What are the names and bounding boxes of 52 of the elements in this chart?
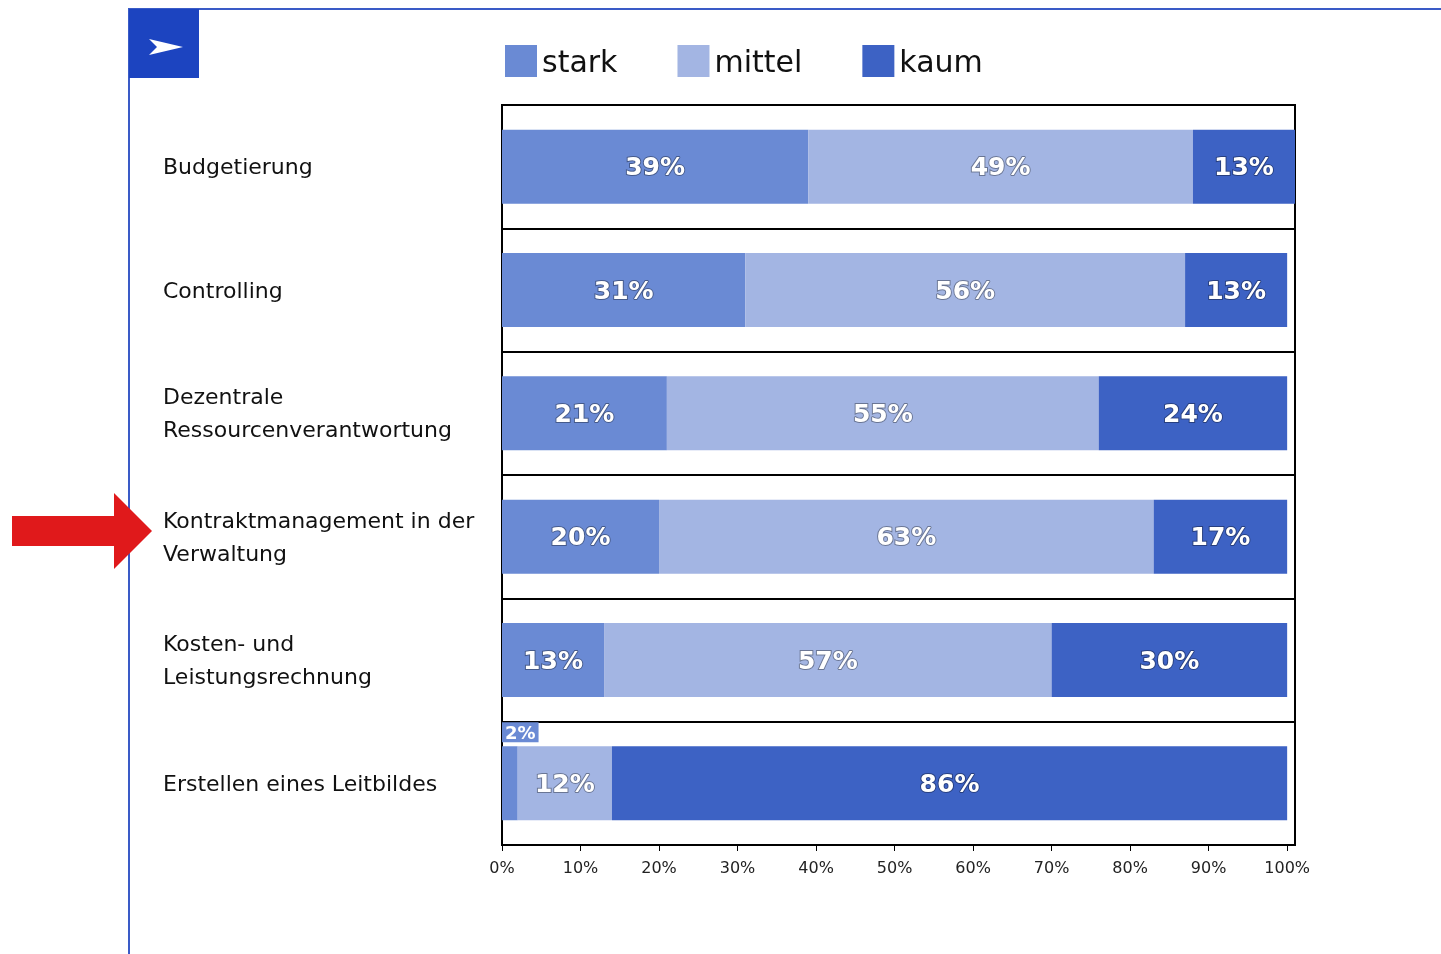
text: 56%: [935, 275, 996, 305]
x-tick-label: 50%: [876, 857, 913, 877]
text: 20%: [550, 522, 611, 552]
text: 13%: [523, 645, 583, 675]
x-tick-label: 80%: [1112, 857, 1148, 877]
x-tick-label: 10%: [562, 857, 599, 877]
x-tick-label: 70%: [1033, 857, 1070, 877]
legend-label: mittel: [714, 43, 803, 79]
text: 57%: [797, 645, 858, 675]
text: 12%: [534, 768, 595, 798]
text: 21%: [554, 398, 615, 428]
text: 13%: [1206, 275, 1267, 305]
text: 17%: [1190, 522, 1251, 552]
y-tick-label: Dezentrale Ressourcenverantwortung: [163, 384, 452, 443]
text: 55%: [852, 398, 913, 428]
bar: [502, 129, 809, 204]
bar: [745, 253, 1186, 327]
text: 63%: [876, 522, 937, 552]
x-tick-label: 0%: [489, 857, 515, 877]
bar: [808, 129, 1193, 204]
y-tick-label: Erstellen eines Leitbildes: [163, 770, 438, 796]
text: 30%: [1139, 645, 1200, 675]
y-tick-label: Budgetierung: [163, 154, 313, 180]
bar: [502, 253, 746, 327]
x-tick-label: 20%: [641, 857, 677, 877]
text: 39%: [625, 152, 686, 182]
y-tick-label: Kosten- und Leistungsrechnung: [163, 631, 372, 689]
x-tick-label: 60%: [955, 857, 991, 877]
bar: [502, 499, 660, 574]
legend-label: stark: [542, 43, 619, 79]
bar: [502, 746, 518, 821]
text: 49%: [970, 152, 1031, 182]
bar: [611, 746, 1288, 821]
bar: [1051, 623, 1288, 697]
text: 86%: [919, 768, 980, 798]
text: 31%: [593, 275, 654, 305]
bar: [659, 499, 1154, 574]
bar: [502, 376, 667, 451]
x-tick-label: 100%: [1264, 857, 1311, 877]
text: 13%: [1214, 152, 1274, 182]
y-tick-label: Kontraktmanagement in der Verwaltung: [163, 507, 476, 566]
y-tick-label: Controlling: [163, 277, 283, 303]
bar: [604, 623, 1052, 697]
x-tick-label: 30%: [719, 857, 756, 877]
text: 2%: [505, 721, 536, 743]
bar: [1153, 499, 1288, 574]
bar: [666, 376, 1099, 451]
legend-label: kaum: [899, 43, 983, 79]
text: 24%: [1163, 398, 1223, 428]
x-tick-label: 40%: [798, 857, 834, 877]
bar: [1098, 376, 1288, 451]
x-tick-label: 90%: [1190, 857, 1227, 877]
